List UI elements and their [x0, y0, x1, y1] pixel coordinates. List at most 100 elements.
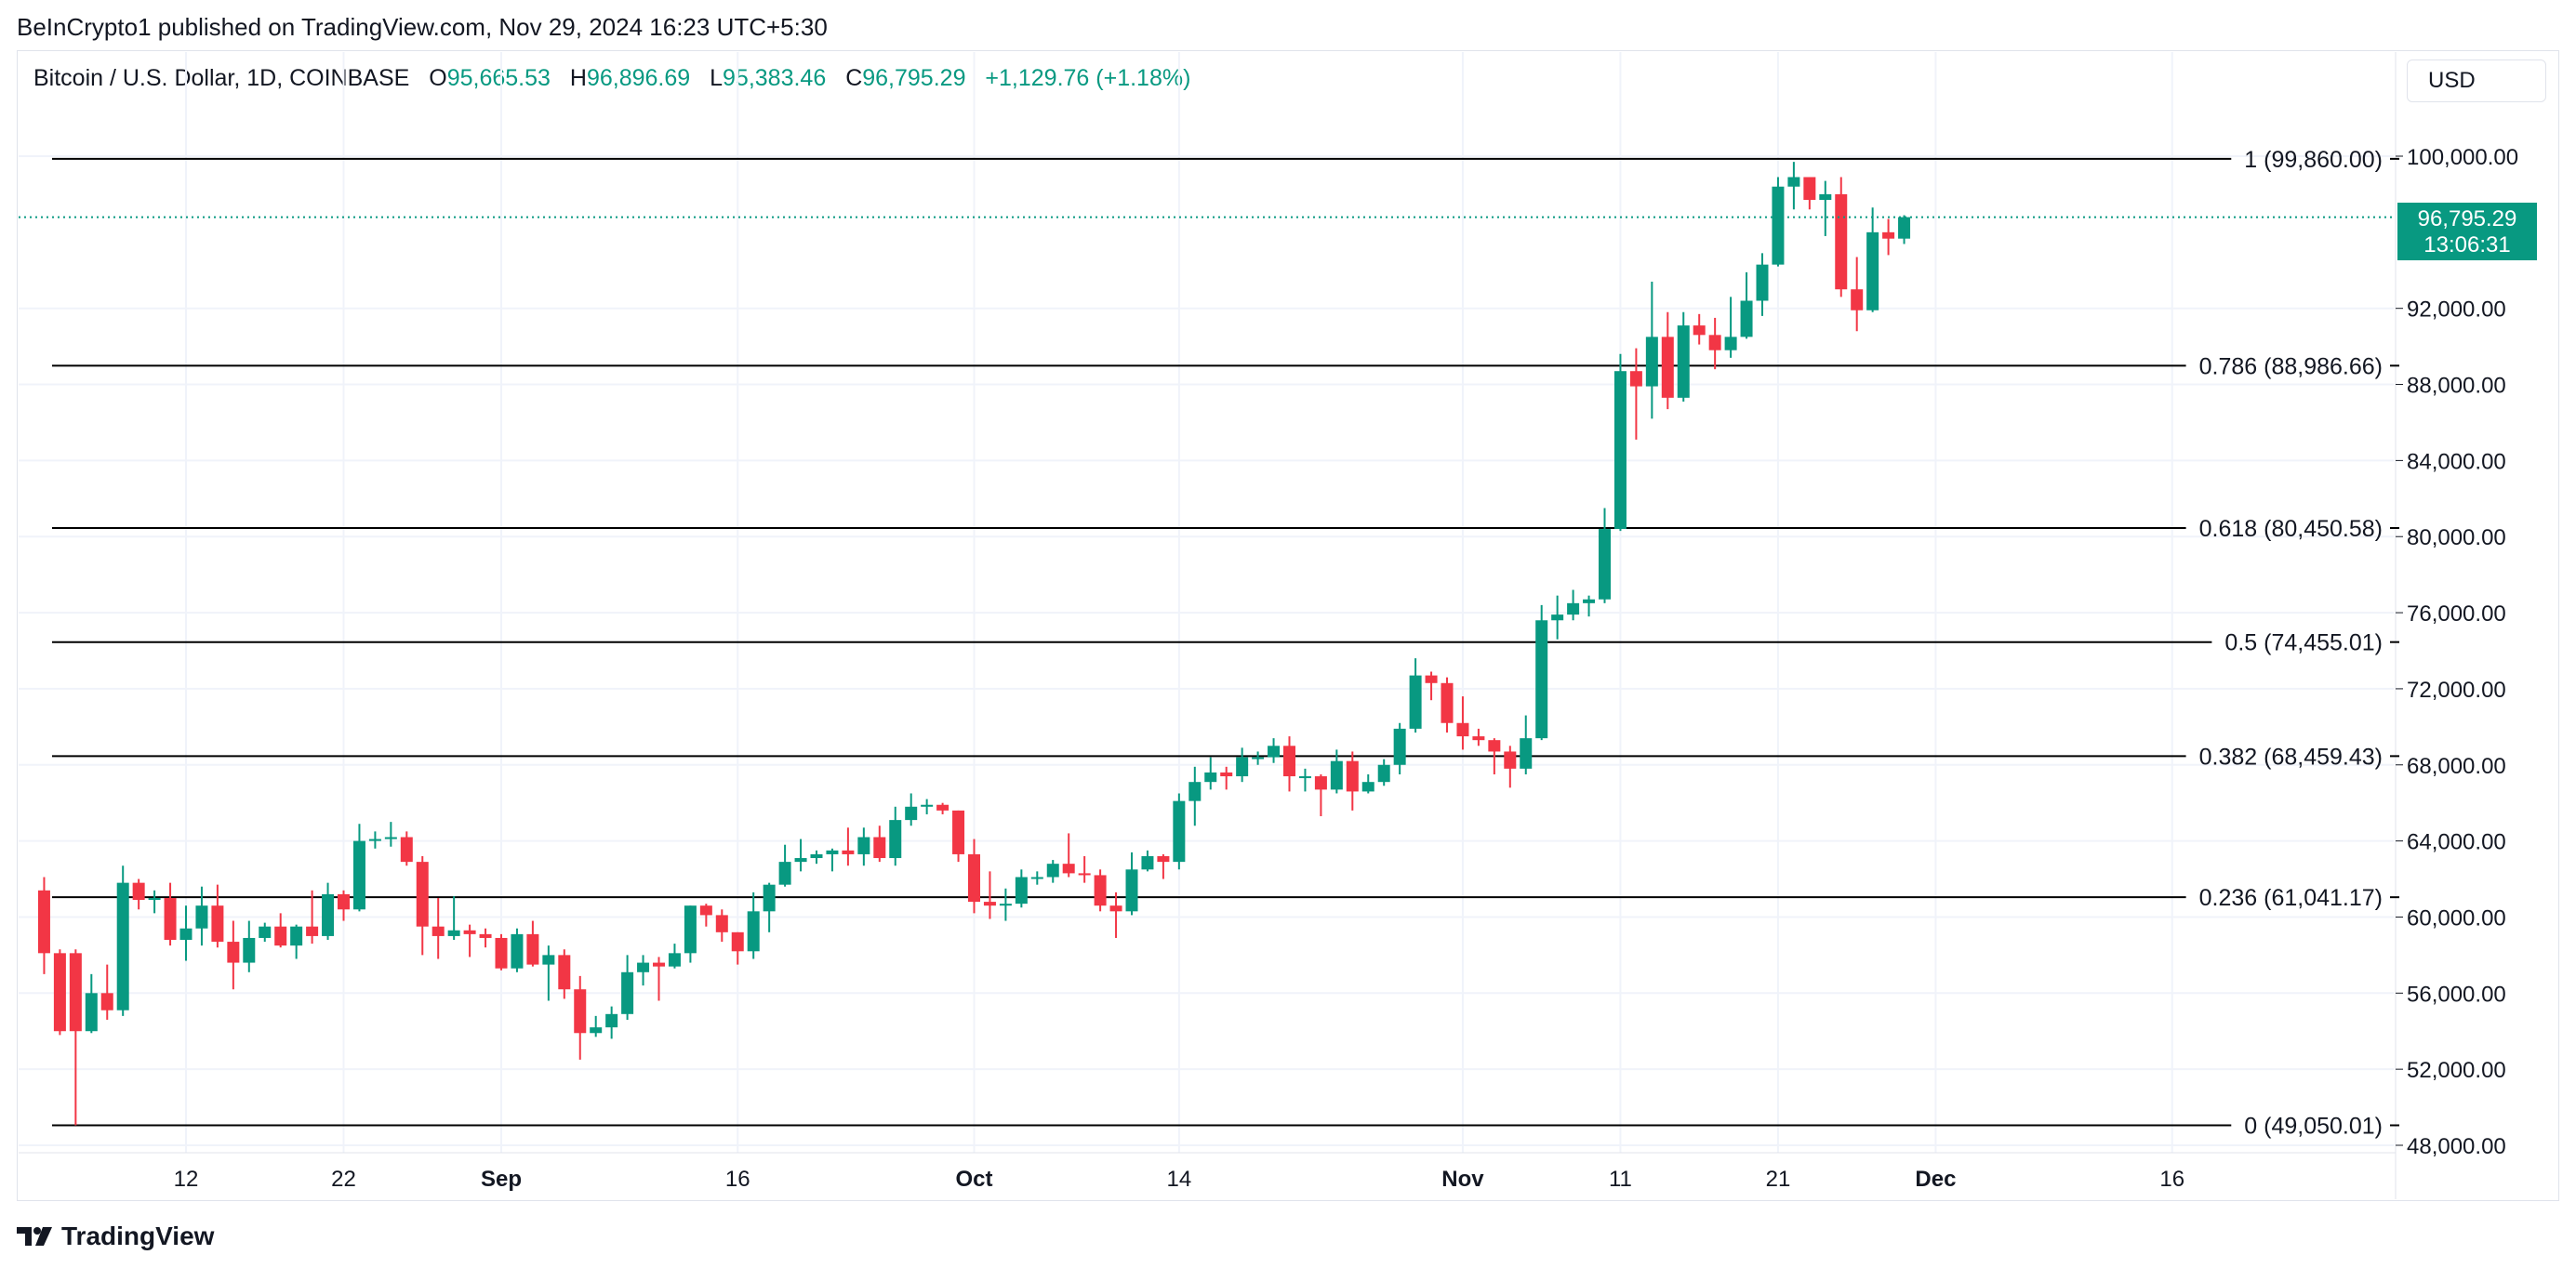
- candle-body-38[interactable]: [637, 962, 650, 972]
- candle-body-83[interactable]: [1346, 760, 1359, 792]
- candle-body-3[interactable]: [85, 993, 98, 1032]
- candle-body-86[interactable]: [1393, 728, 1406, 765]
- candle-body-24[interactable]: [416, 862, 429, 927]
- candle-body-74[interactable]: [1204, 772, 1217, 783]
- candle-body-89[interactable]: [1441, 682, 1454, 723]
- candle-body-75[interactable]: [1220, 772, 1233, 777]
- candle-body-54[interactable]: [889, 820, 902, 859]
- candle-body-6[interactable]: [132, 882, 145, 901]
- candle-body-118[interactable]: [1898, 217, 1911, 239]
- candle-body-62[interactable]: [1015, 877, 1028, 905]
- candle-body-56[interactable]: [921, 804, 934, 807]
- candle-body-70[interactable]: [1141, 855, 1154, 870]
- candle-body-110[interactable]: [1772, 186, 1785, 265]
- candle-body-11[interactable]: [211, 905, 224, 943]
- candle-body-29[interactable]: [495, 937, 508, 969]
- candle-body-36[interactable]: [605, 1013, 618, 1028]
- candle-body-45[interactable]: [747, 911, 760, 952]
- candle-body-98[interactable]: [1583, 599, 1596, 603]
- candle-body-1[interactable]: [53, 953, 66, 1032]
- candle-body-15[interactable]: [274, 926, 287, 946]
- candle-body-82[interactable]: [1330, 760, 1343, 790]
- candle-body-47[interactable]: [778, 862, 791, 885]
- candle-body-68[interactable]: [1109, 905, 1122, 912]
- currency-button[interactable]: USD: [2407, 59, 2546, 102]
- candle-body-65[interactable]: [1062, 864, 1075, 874]
- candle-body-93[interactable]: [1504, 751, 1517, 769]
- candle-body-101[interactable]: [1629, 371, 1642, 387]
- candle-body-117[interactable]: [1882, 231, 1895, 239]
- candle-body-49[interactable]: [810, 853, 823, 859]
- candle-body-53[interactable]: [873, 837, 886, 859]
- candle-body-106[interactable]: [1708, 335, 1721, 350]
- candle-body-109[interactable]: [1756, 264, 1769, 301]
- candle-body-57[interactable]: [936, 804, 949, 811]
- candle-body-20[interactable]: [352, 840, 365, 910]
- candle-body-64[interactable]: [1046, 864, 1059, 878]
- candle-body-10[interactable]: [195, 905, 208, 929]
- candle-body-111[interactable]: [1787, 177, 1800, 187]
- candle-body-31[interactable]: [526, 933, 539, 965]
- candle-body-90[interactable]: [1456, 722, 1469, 737]
- candle-body-27[interactable]: [463, 930, 476, 934]
- candle-body-42[interactable]: [699, 905, 712, 916]
- candle-body-115[interactable]: [1851, 289, 1864, 310]
- candle-body-113[interactable]: [1819, 193, 1832, 201]
- candle-body-22[interactable]: [384, 837, 397, 839]
- candle-body-43[interactable]: [715, 915, 728, 932]
- candle-body-69[interactable]: [1125, 869, 1138, 912]
- candle-body-81[interactable]: [1314, 776, 1327, 790]
- candle-body-103[interactable]: [1661, 337, 1674, 398]
- tradingview-logo[interactable]: TradingView: [17, 1222, 214, 1251]
- candle-body-58[interactable]: [952, 810, 965, 854]
- candle-body-0[interactable]: [37, 890, 50, 954]
- candle-body-44[interactable]: [731, 931, 744, 952]
- candle-body-102[interactable]: [1645, 337, 1658, 387]
- candle-body-7[interactable]: [148, 898, 161, 901]
- candle-body-100[interactable]: [1613, 371, 1627, 530]
- candle-body-67[interactable]: [1094, 875, 1107, 906]
- candle-body-50[interactable]: [826, 850, 839, 854]
- candle-body-17[interactable]: [306, 926, 319, 936]
- candle-body-46[interactable]: [763, 884, 776, 912]
- candle-body-97[interactable]: [1567, 602, 1580, 615]
- candle-body-84[interactable]: [1361, 782, 1374, 792]
- candle-body-30[interactable]: [511, 933, 524, 969]
- candle-body-18[interactable]: [322, 893, 335, 936]
- candle-body-59[interactable]: [968, 853, 980, 903]
- candle-body-37[interactable]: [621, 971, 634, 1014]
- candle-body-76[interactable]: [1236, 757, 1249, 777]
- candle-body-94[interactable]: [1520, 738, 1533, 769]
- candle-body-91[interactable]: [1472, 736, 1485, 741]
- candle-body-61[interactable]: [999, 904, 1012, 906]
- candle-body-16[interactable]: [290, 926, 303, 946]
- candle-body-9[interactable]: [179, 928, 193, 941]
- candle-body-55[interactable]: [905, 806, 918, 821]
- candle-body-92[interactable]: [1488, 740, 1501, 752]
- candle-body-35[interactable]: [590, 1027, 603, 1034]
- candle-body-71[interactable]: [1157, 855, 1170, 863]
- candle-body-51[interactable]: [842, 850, 855, 854]
- candle-body-79[interactable]: [1283, 746, 1295, 777]
- candle-body-66[interactable]: [1078, 873, 1091, 876]
- candle-body-116[interactable]: [1866, 231, 1879, 310]
- candle-body-32[interactable]: [542, 955, 555, 965]
- candle-body-21[interactable]: [368, 839, 381, 841]
- candle-body-4[interactable]: [100, 993, 113, 1010]
- candle-body-48[interactable]: [794, 858, 807, 863]
- candle-body-8[interactable]: [164, 898, 177, 941]
- candle-body-19[interactable]: [338, 893, 350, 910]
- candle-body-2[interactable]: [69, 953, 82, 1032]
- candle-body-95[interactable]: [1535, 620, 1548, 739]
- candle-body-34[interactable]: [574, 989, 587, 1034]
- candle-body-52[interactable]: [857, 837, 870, 854]
- candle-body-39[interactable]: [653, 962, 665, 967]
- candle-body-78[interactable]: [1268, 746, 1281, 758]
- candle-body-33[interactable]: [558, 955, 571, 990]
- candle-body-80[interactable]: [1298, 776, 1311, 779]
- candle-body-87[interactable]: [1409, 675, 1422, 729]
- candle-body-112[interactable]: [1803, 177, 1816, 201]
- candle-body-28[interactable]: [479, 933, 492, 938]
- candle-body-72[interactable]: [1173, 800, 1186, 863]
- candle-body-5[interactable]: [116, 882, 129, 1010]
